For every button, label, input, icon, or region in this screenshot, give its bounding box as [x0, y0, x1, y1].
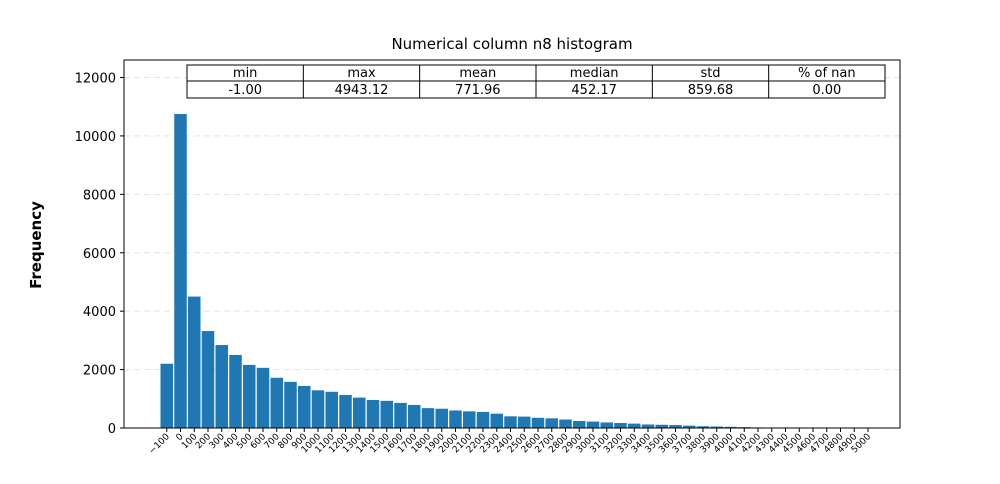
- bars: [161, 114, 875, 428]
- histogram-bar: [614, 423, 627, 428]
- y-tick-label: 6000: [83, 247, 116, 262]
- histogram-bar: [532, 418, 545, 428]
- histogram-bar: [601, 422, 614, 428]
- histogram-bar: [422, 408, 435, 428]
- histogram-bar: [573, 421, 586, 428]
- histogram-bar: [229, 355, 242, 428]
- stats-header-cell: std: [700, 66, 720, 81]
- histogram-bar: [546, 418, 559, 428]
- histogram-bar: [353, 398, 366, 428]
- y-axis-label: Frequency: [27, 201, 45, 289]
- histogram-bar: [504, 416, 517, 428]
- y-tick-label: 4000: [83, 305, 116, 320]
- histogram-bar: [628, 424, 641, 428]
- histogram-bar: [518, 417, 531, 428]
- stats-value-cell: 4943.12: [335, 83, 389, 98]
- stats-header-cell: % of nan: [798, 66, 856, 81]
- y-tick-label: 2000: [83, 364, 116, 379]
- histogram-bar: [312, 390, 325, 428]
- histogram-bar: [491, 414, 504, 428]
- histogram-bar: [394, 403, 407, 428]
- y-tick-label: 10000: [75, 130, 116, 145]
- histogram-bar: [559, 420, 572, 428]
- histogram-bar: [381, 401, 394, 428]
- histogram-bar: [271, 378, 284, 428]
- histogram-bar: [188, 297, 201, 428]
- histogram-bar: [367, 400, 380, 428]
- stats-value-cell: 452.17: [571, 83, 617, 98]
- histogram-bar: [243, 365, 256, 428]
- histogram-bar: [216, 345, 229, 428]
- x-tick-label: −100: [147, 432, 172, 457]
- histogram-bar: [642, 424, 655, 428]
- histogram-bar: [449, 410, 462, 428]
- histogram-bar: [298, 386, 311, 428]
- stats-value-cell: -1.00: [228, 83, 262, 98]
- histogram-bar: [339, 395, 352, 428]
- stats-header-cell: min: [233, 66, 258, 81]
- stats-header-cell: median: [570, 66, 619, 81]
- histogram-bar: [161, 364, 174, 428]
- histogram-bar: [408, 405, 421, 428]
- y-tick-label: 8000: [83, 188, 116, 203]
- histogram-bar: [257, 368, 270, 428]
- histogram-bar: [284, 382, 297, 428]
- y-tick-label: 12000: [75, 72, 116, 87]
- chart-title: Numerical column n8 histogram: [391, 35, 632, 53]
- histogram-bar: [202, 331, 215, 428]
- gridlines: [124, 78, 900, 370]
- stats-value-cell: 859.68: [688, 83, 734, 98]
- histogram-bar: [477, 412, 490, 428]
- y-axis: 0 2000 4000 6000 8000 10000 12000: [75, 72, 124, 437]
- y-tick-label: 0: [108, 422, 116, 437]
- stats-header-cell: max: [347, 66, 376, 81]
- stats-value-cell: 0.00: [812, 83, 841, 98]
- histogram-bar: [436, 409, 449, 428]
- stats-table: min max mean median std % of nan -1.00 4943.12 7…: [187, 65, 885, 98]
- stats-value-cell: 771.96: [455, 83, 501, 98]
- histogram-bar: [174, 114, 187, 428]
- histogram-bar: [326, 392, 339, 428]
- histogram-bar: [587, 422, 600, 428]
- stats-header-cell: mean: [459, 66, 496, 81]
- histogram-bar: [463, 411, 476, 428]
